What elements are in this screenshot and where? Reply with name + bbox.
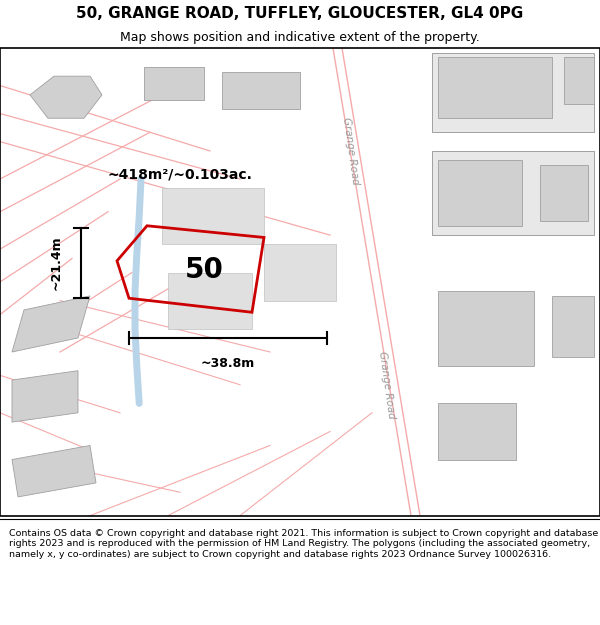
Polygon shape xyxy=(144,67,204,99)
Polygon shape xyxy=(12,296,90,352)
Polygon shape xyxy=(30,76,102,118)
Text: Grange Road: Grange Road xyxy=(341,116,361,186)
Polygon shape xyxy=(438,58,552,118)
Polygon shape xyxy=(438,161,522,226)
Text: ~418m²/~0.103ac.: ~418m²/~0.103ac. xyxy=(107,168,253,181)
Polygon shape xyxy=(564,58,594,104)
Polygon shape xyxy=(12,371,78,422)
Text: ~21.4m: ~21.4m xyxy=(50,236,63,291)
Polygon shape xyxy=(168,272,252,329)
Polygon shape xyxy=(162,188,264,244)
Polygon shape xyxy=(264,244,336,301)
Text: Map shows position and indicative extent of the property.: Map shows position and indicative extent… xyxy=(120,31,480,44)
Polygon shape xyxy=(438,403,516,459)
Text: Contains OS data © Crown copyright and database right 2021. This information is : Contains OS data © Crown copyright and d… xyxy=(9,529,598,559)
Polygon shape xyxy=(222,71,300,109)
Text: 50, GRANGE ROAD, TUFFLEY, GLOUCESTER, GL4 0PG: 50, GRANGE ROAD, TUFFLEY, GLOUCESTER, GL… xyxy=(76,6,524,21)
Text: 50: 50 xyxy=(185,256,223,284)
Text: Grange Road: Grange Road xyxy=(377,350,397,419)
Polygon shape xyxy=(12,446,96,497)
Polygon shape xyxy=(432,151,594,235)
Polygon shape xyxy=(432,52,594,132)
Polygon shape xyxy=(438,291,534,366)
Polygon shape xyxy=(540,165,588,221)
Polygon shape xyxy=(552,296,594,357)
Text: ~38.8m: ~38.8m xyxy=(201,357,255,369)
